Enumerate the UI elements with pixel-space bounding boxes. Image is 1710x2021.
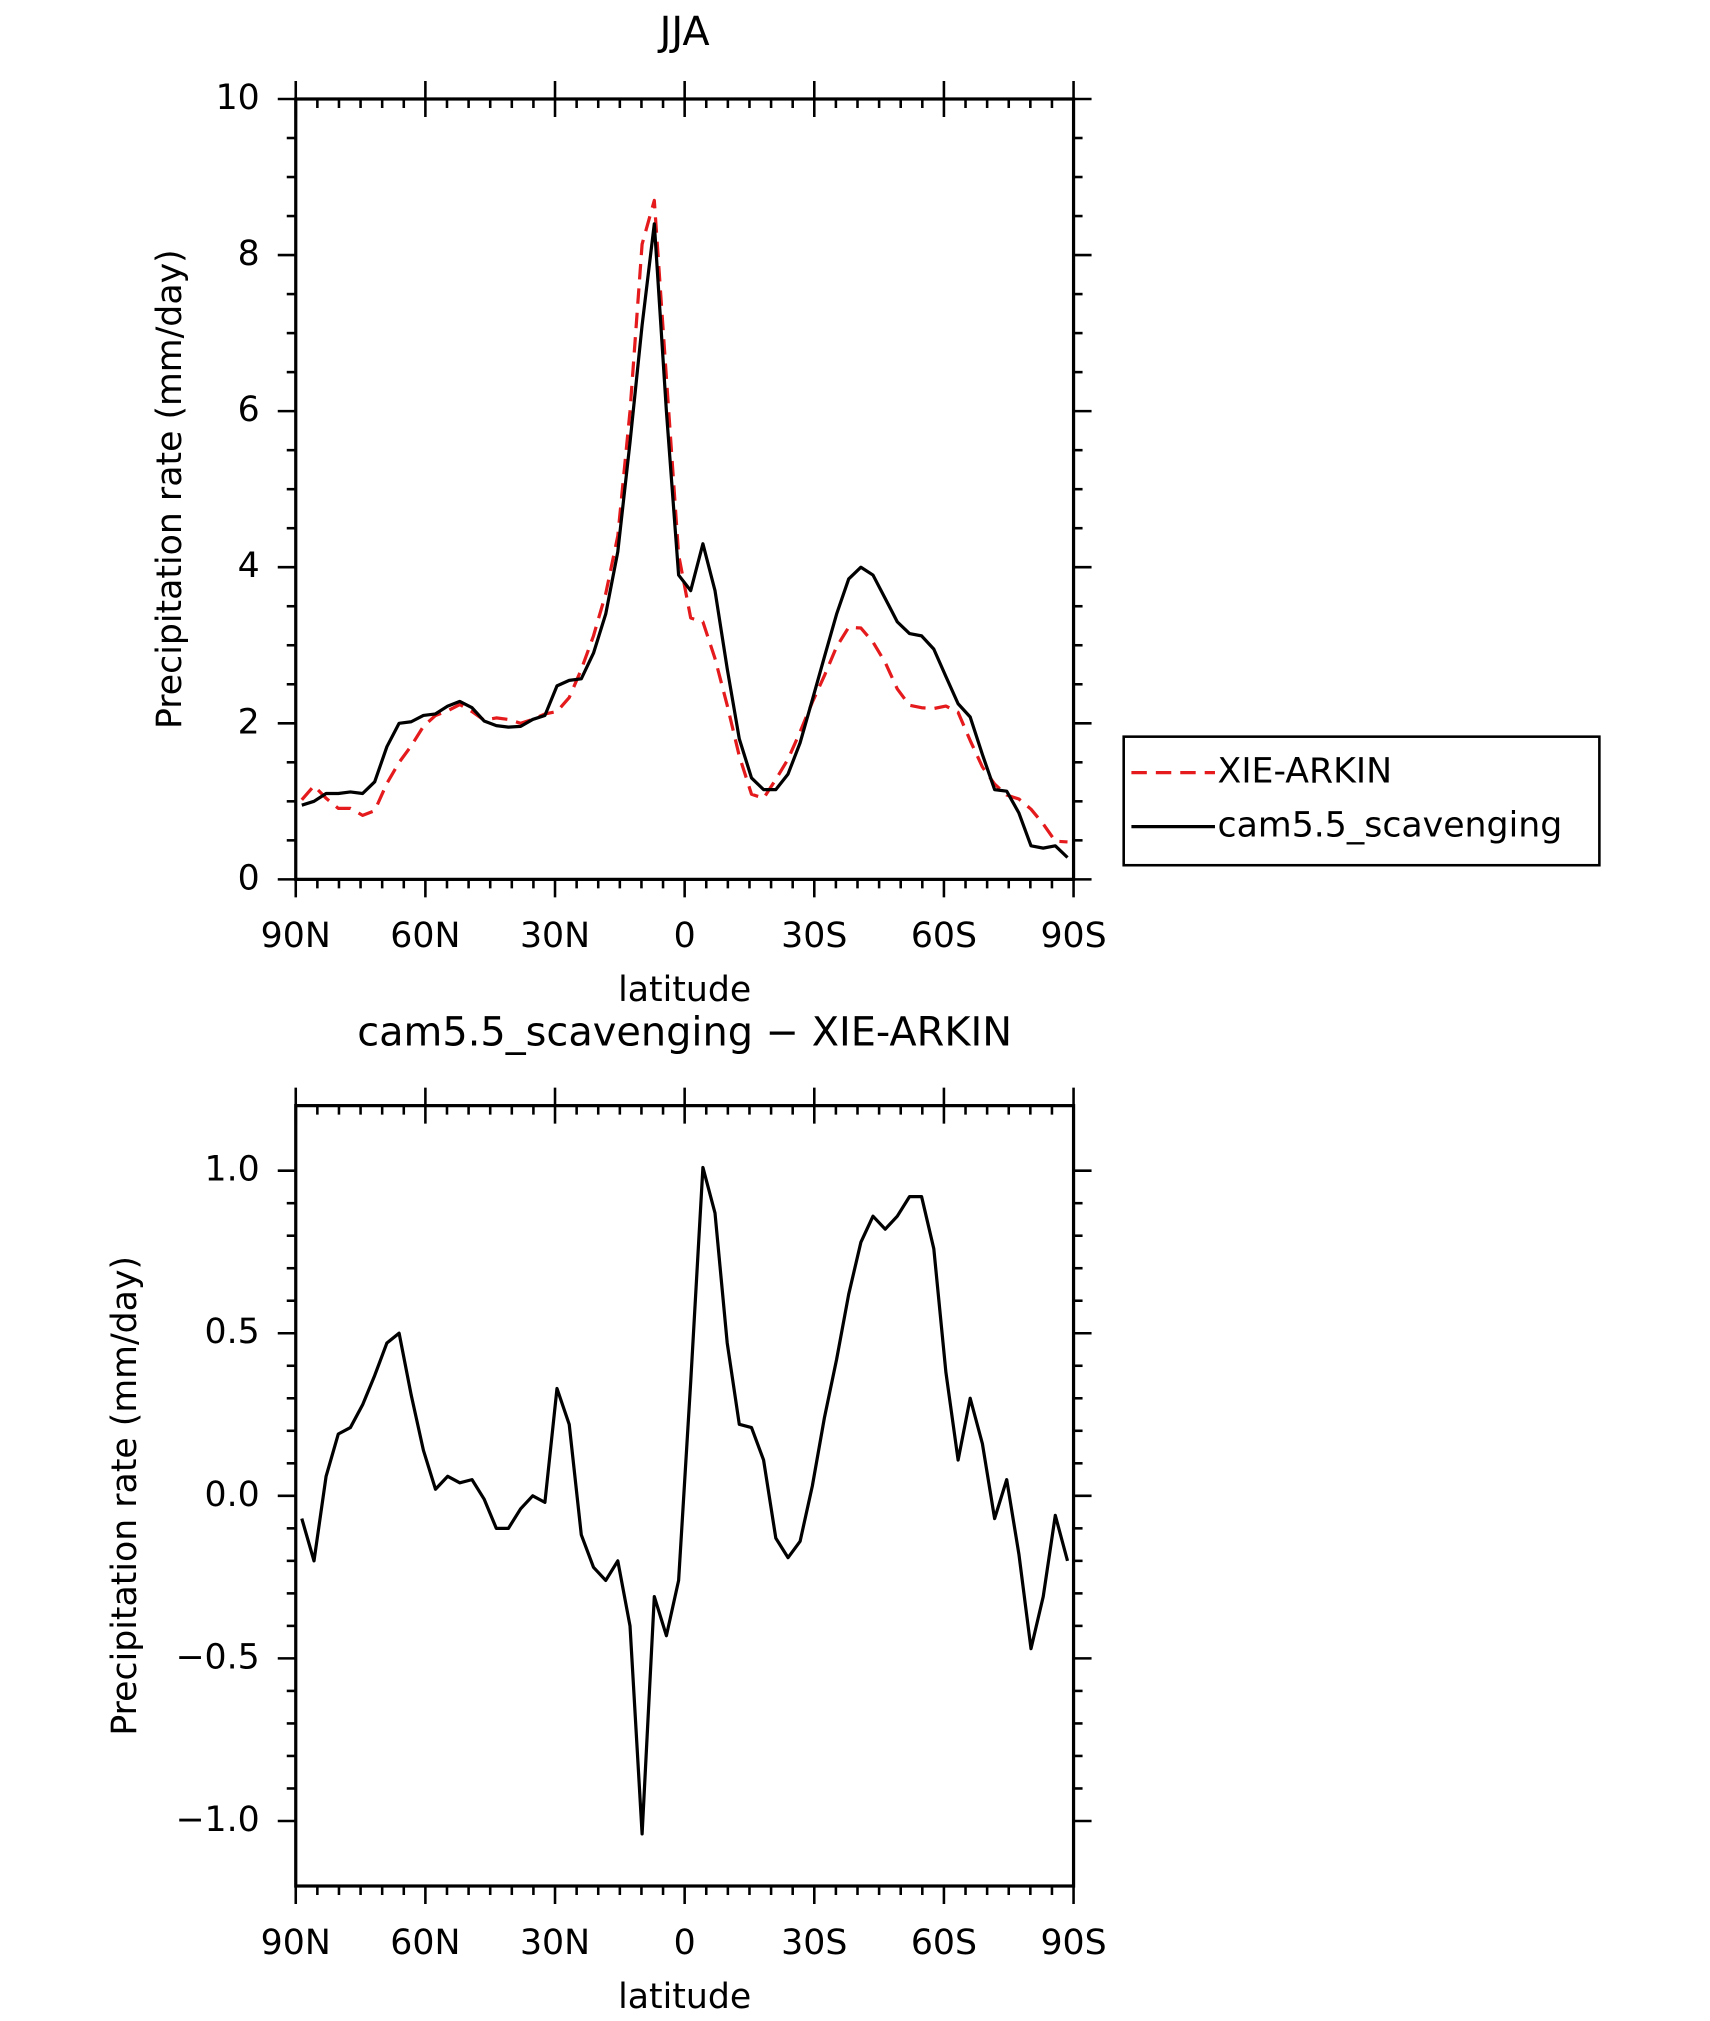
x-tick-label: 30S: [781, 916, 847, 956]
x-tick-label: 60S: [911, 1923, 977, 1963]
data-line: [300, 1165, 1070, 1836]
chart-title: cam5.5_scavenging − XIE-ARKIN: [357, 1009, 1012, 1055]
y-tick-label: 4: [238, 546, 260, 586]
legend-label: cam5.5_scavenging: [1218, 806, 1563, 846]
legend-box: [1122, 735, 1601, 867]
x-tick-label: 90S: [1040, 916, 1106, 956]
y-tick-label: 6: [238, 390, 260, 430]
legend-label: XIE-ARKIN: [1218, 752, 1393, 792]
y-tick-label: 1.0: [205, 1150, 260, 1190]
y-tick-label: 0.0: [205, 1475, 260, 1515]
x-tick-label: 30N: [520, 916, 590, 956]
plot-frame: [294, 97, 1076, 881]
chart-title: JJA: [657, 9, 710, 55]
y-axis-label: Precipitation rate (mm/day): [105, 1256, 145, 1736]
x-tick-label: 30S: [781, 1923, 847, 1963]
y-tick-label: −1.0: [175, 1800, 259, 1840]
x-tick-label: 60S: [911, 916, 977, 956]
x-tick-label: 30N: [520, 1923, 590, 1963]
data-line: [301, 222, 1069, 859]
y-tick-label: 10: [216, 78, 260, 118]
y-tick-label: 2: [238, 702, 260, 742]
x-tick-label: 60N: [390, 916, 460, 956]
x-tick-label: 90S: [1040, 1923, 1106, 1963]
x-tick-label: 60N: [390, 1923, 460, 1963]
y-tick-label: 0.5: [205, 1312, 260, 1352]
y-tick-label: −0.5: [175, 1637, 259, 1677]
y-axis-label: Precipitation rate (mm/day): [150, 249, 190, 729]
x-tick-label: 90N: [261, 916, 331, 956]
x-axis-label: latitude: [618, 1977, 751, 2017]
y-tick-label: 8: [238, 234, 260, 274]
plot-frame: [294, 1104, 1076, 1888]
x-tick-label: 90N: [261, 1923, 331, 1963]
y-tick-label: 0: [238, 858, 260, 898]
data-line: [300, 198, 1068, 844]
x-axis-label: latitude: [618, 970, 751, 1010]
x-tick-label: 0: [674, 1923, 696, 1963]
x-tick-label: 0: [674, 916, 696, 956]
